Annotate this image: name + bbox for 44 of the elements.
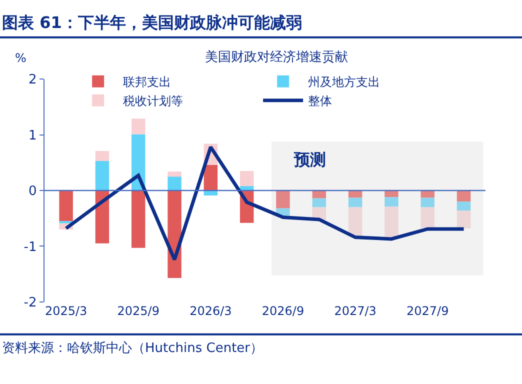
y-tick-label: 0 xyxy=(28,184,37,200)
bar xyxy=(456,210,471,228)
x-tick-label: 2025/3 xyxy=(44,304,88,318)
y-tick-label: -2 xyxy=(24,295,37,310)
x-tick-label: 2026/9 xyxy=(262,304,304,318)
bar xyxy=(384,206,398,238)
legend-label: 州及地方支出 xyxy=(308,75,380,90)
bar xyxy=(276,190,290,208)
bar xyxy=(168,176,182,190)
bar xyxy=(348,207,362,236)
bar xyxy=(384,197,398,207)
bar xyxy=(168,172,182,177)
bar xyxy=(456,202,471,211)
x-tick-label: 2027/9 xyxy=(406,304,449,318)
x-tick-label: 2026/3 xyxy=(190,304,232,318)
bar xyxy=(59,190,73,222)
bar xyxy=(204,164,218,190)
x-tick-label: 2025/9 xyxy=(117,304,160,318)
annotation: 预测 xyxy=(293,150,326,169)
bar xyxy=(456,190,471,202)
y-tick-label: 2 xyxy=(28,72,37,88)
bar xyxy=(420,190,434,198)
bar xyxy=(420,207,434,228)
bar xyxy=(132,118,146,134)
bar xyxy=(312,198,326,208)
line-series xyxy=(64,145,466,262)
chart-subtitle: 美国财政对经济增速贡献 xyxy=(205,49,348,65)
bar xyxy=(420,198,434,208)
x-tick-label: 2027/3 xyxy=(334,304,376,318)
bar xyxy=(95,150,110,161)
y-tick-label: 1 xyxy=(28,128,37,144)
y-axis-title: % xyxy=(15,51,26,65)
legend-label: 联邦支出 xyxy=(123,75,172,90)
text: 资料来源：哈钦斯中心（Hutchins Center） xyxy=(2,340,264,356)
bar xyxy=(384,190,398,198)
bar xyxy=(132,190,146,248)
legend-label: 整体 xyxy=(308,94,332,108)
chart-title: 图表 61：下半年，美国财政脉冲可能减弱 xyxy=(2,13,302,32)
legend-label: 税收计划等 xyxy=(123,94,184,108)
bar xyxy=(95,160,110,190)
bar xyxy=(348,198,362,208)
bar xyxy=(240,171,254,186)
bar xyxy=(312,190,326,198)
y-tick-label: -1 xyxy=(24,240,37,255)
